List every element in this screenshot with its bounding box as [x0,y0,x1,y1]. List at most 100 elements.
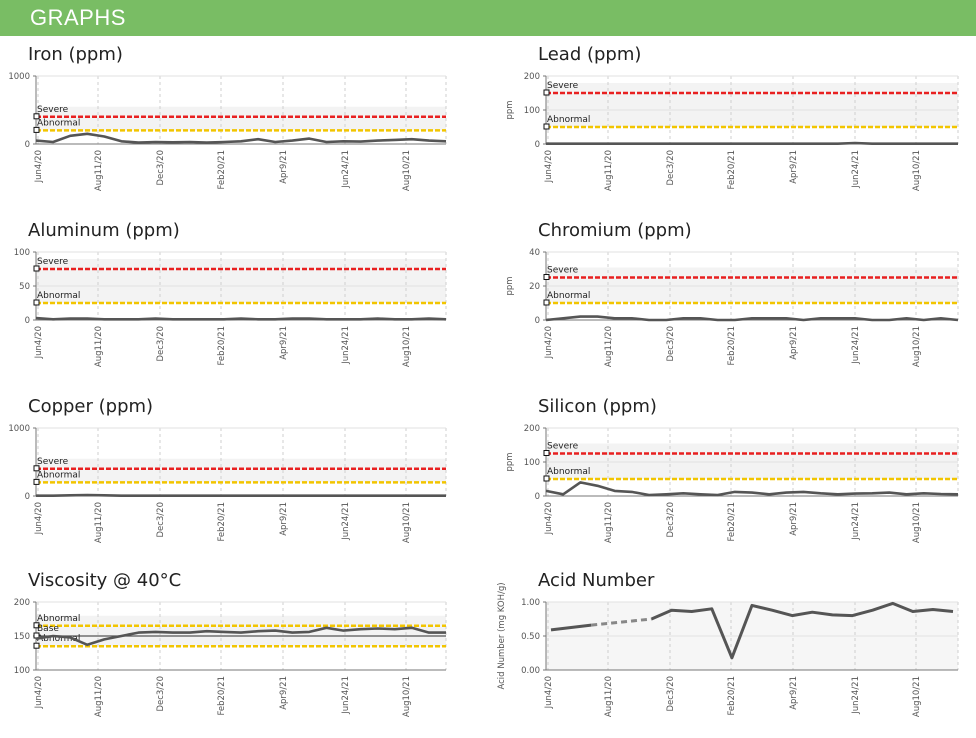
series-line [35,316,447,321]
x-tick-label: Feb20/21 [727,326,737,366]
viscosity-chart-panel: Viscosity @ 40°C 200 150 100 Jun4/20 Aug11/2… [0,562,470,738]
limit-marker [33,113,40,120]
aluminum-chart: 100 50 0 Jun4/20 Aug11/20 Dec3/20 Feb20/21 Apr9… [14,248,447,367]
copper-chart-panel: Copper (ppm) 1000 0 Jun4/20 Aug11/20 Dec3/20… [0,388,470,564]
x-tick-label: Jun4/20 [34,502,44,535]
y-tick-label: 1000 [8,72,30,82]
y-tick-label: 200 [14,598,30,608]
x-tick-label: Aug10/21 [912,326,922,367]
y-tick-label: 0 [535,316,540,326]
limit-label-abnormal: Abnormal [547,467,590,477]
x-tick-label: Aug10/21 [912,150,922,191]
x-tick-label: Jun24/21 [851,502,861,541]
chart-title: Iron (ppm) [28,44,123,65]
series-line [35,132,447,144]
limit-label-severe: Severe [547,442,579,452]
x-tick-label: Feb20/21 [727,150,737,190]
series-line [550,623,592,632]
series-line-dashed [591,617,652,627]
iron-chart-panel: Iron (ppm) 1000 0 Jun4/20 Aug11/20 Dec3/20 Fe… [0,36,470,212]
x-tick-label: Jun24/21 [851,676,861,715]
limit-label-abnormal: Abnormal [37,291,80,301]
silicon-chart: 200 100 0 Jun4/20 Aug11/20 Dec3/20 Feb20/21 Apr… [505,424,959,543]
chromium-chart: 40 20 0 Jun4/20 Aug11/20 Dec3/20 Feb20/21 Apr9/… [505,248,959,367]
iron-chart: 1000 0 Jun4/20 Aug11/20 Dec3/20 Feb20/21 Apr9/… [8,72,447,191]
limit-band [36,106,446,131]
limit-label-severe: Severe [547,81,579,91]
limit-label-severe: Severe [37,457,69,467]
series-line [650,601,954,660]
chart-title: Silicon (ppm) [538,396,657,417]
series-line [35,626,446,647]
x-tick-label: Aug10/21 [402,502,412,543]
x-tick-label: Aug10/21 [912,502,922,543]
limit-label-base: Base [37,624,59,634]
limit-band [36,615,446,647]
x-tick-label: Dec3/20 [156,676,166,712]
limit-label-abnormal: Abnormal [37,118,80,128]
x-tick-label: Aug11/20 [604,502,614,543]
y-tick-label: 100 [524,458,540,468]
x-tick-label: Jun4/20 [34,676,44,709]
x-tick-label: Jun4/20 [34,326,44,359]
graphs-title: GRAPHS [30,5,126,30]
y-tick-label: 100 [14,666,30,676]
x-tick-label: Dec3/20 [156,150,166,186]
y-tick-label: 0.50 [521,632,540,642]
y-tick-label: 200 [524,424,540,434]
limit-band [36,259,446,303]
y-axis-label: ppm [505,452,515,471]
x-tick-label: Apr9/21 [789,326,799,360]
limit-label-abnormal: Abnormal [37,614,80,624]
x-tick-label: Dec3/20 [156,502,166,538]
chart-title: Lead (ppm) [538,44,642,65]
limit-label-abnormal: Abnormal [547,291,590,301]
y-tick-label: 200 [524,72,540,82]
x-tick-label: Dec3/20 [666,150,676,186]
y-axis-label: ppm [505,276,515,295]
limit-marker [33,126,40,133]
y-tick-label: 100 [14,248,30,258]
x-tick-label: Dec3/20 [156,326,166,362]
series-line [546,141,958,145]
x-tick-label: Jun4/20 [544,502,554,535]
limit-marker [33,478,40,485]
x-tick-label: Apr9/21 [279,326,289,360]
x-tick-label: Apr9/21 [279,502,289,536]
x-tick-label: Feb20/21 [727,502,737,542]
y-tick-label: 50 [19,282,30,292]
series-line [545,481,959,497]
x-tick-label: Dec3/20 [666,676,676,712]
x-tick-label: Jun24/21 [341,676,351,715]
limit-marker [33,299,40,306]
x-tick-label: Aug10/21 [402,150,412,191]
x-tick-label: Apr9/21 [279,676,289,710]
chart-title: Viscosity @ 40°C [28,570,182,591]
limit-label-severe: Severe [547,266,579,276]
x-tick-label: Jun24/21 [341,502,351,541]
limit-marker [33,622,40,629]
chart-title: Copper (ppm) [28,396,154,417]
limit-label-severe: Severe [37,257,69,267]
x-tick-label: Aug10/21 [402,676,412,717]
y-tick-label: 100 [524,106,540,116]
limit-marker [543,299,550,306]
y-tick-label: 1.00 [521,598,540,608]
x-tick-label: Jun4/20 [544,676,554,709]
y-tick-label: 1000 [8,424,30,434]
chart-title: Aluminum (ppm) [28,220,180,241]
x-tick-label: Aug11/20 [604,676,614,717]
y-tick-label: 0 [535,140,540,150]
series-line [545,315,959,322]
x-tick-label: Aug11/20 [604,150,614,191]
acid-number-chart: 1.00 0.50 0.00 Jun4/20 Aug11/20 Dec3/20 Feb20/… [497,582,959,717]
x-tick-label: Aug11/20 [94,676,104,717]
chart-title: Chromium (ppm) [538,220,692,241]
series-line [36,493,446,497]
graphs-header: GRAPHS [0,0,976,36]
limit-marker [33,465,40,472]
x-tick-label: Feb20/21 [217,676,227,716]
x-tick-label: Feb20/21 [217,326,227,366]
aluminum-chart-panel: Aluminum (ppm) 100 50 0 Jun4/20 Aug11/20 Dec3… [0,212,470,388]
limit-marker [543,89,550,96]
